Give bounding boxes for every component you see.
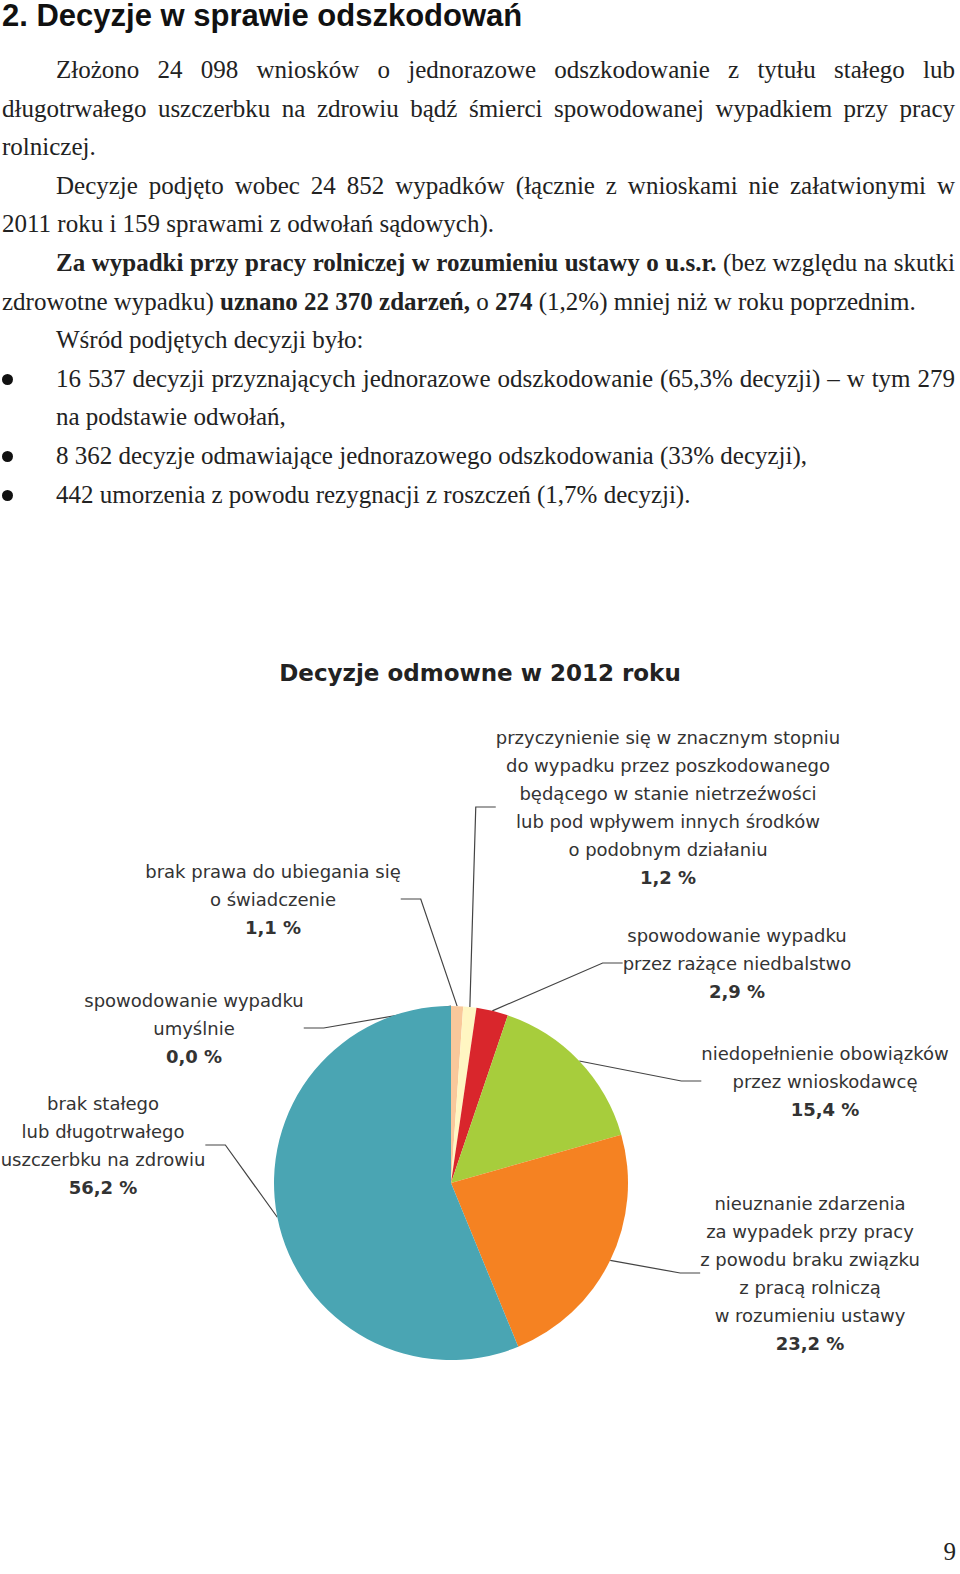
svg-text:w rozumieniu ustawy: w rozumieniu ustawy [715, 1305, 906, 1326]
svg-text:do wypadku przez poszkodowaneg: do wypadku przez poszkodowanego [506, 755, 830, 776]
html-text:8 362 decyzje odmawiające jedn: 8 362 decyzje odmawiające jednorazowego … [56, 441, 808, 469]
svg-text:spowodowanie wypadku: spowodowanie wypadku [627, 925, 846, 946]
svg-text:z pracą rolniczą: z pracą rolniczą [739, 1277, 880, 1298]
html-text:442 umorzenia z powodu rezygna: 442 umorzenia z powodu rezygnacji z rosz… [56, 480, 691, 508]
svg-text:uszczerbku na zdrowiu: uszczerbku na zdrowiu [1, 1149, 206, 1170]
svg-text:przez wnioskodawcę: przez wnioskodawcę [733, 1071, 918, 1092]
svg-text:niedopełnienie obowiązków: niedopełnienie obowiązków [701, 1043, 948, 1064]
html-text:Wśród podjętych decyzji było:: Wśród podjętych decyzji było: [56, 326, 364, 354]
svg-text:1,2 %: 1,2 % [640, 867, 696, 888]
svg-text:nieuznanie zdarzenia: nieuznanie zdarzenia [714, 1193, 905, 1214]
svg-text:2,9 %: 2,9 % [709, 981, 765, 1002]
svg-text:0,0 %: 0,0 % [166, 1046, 222, 1067]
svg-text:za wypadek przy pracy: za wypadek przy pracy [706, 1221, 914, 1242]
svg-text:23,2 %: 23,2 % [776, 1333, 845, 1354]
svg-text:56,2 %: 56,2 % [69, 1177, 138, 1198]
svg-text:lub długotrwałego: lub długotrwałego [22, 1121, 185, 1142]
html-text:16 537 decyzji przyznających j: 16 537 decyzji przyznających jednorazowe… [56, 364, 955, 431]
svg-text:1,1 %: 1,1 % [245, 917, 301, 938]
html-text:Decyzje podjęto wobec 24 852 w: Decyzje podjęto wobec 24 852 wypadków (ł… [2, 171, 955, 238]
html-text:9: 9 [943, 1538, 956, 1565]
html-text:Za wypadki przy pracy rolnicze: Za wypadki przy pracy rolniczej w rozumi… [2, 249, 955, 315]
svg-text:o świadczenie: o świadczenie [210, 889, 336, 910]
svg-text:umyślnie: umyślnie [153, 1018, 234, 1039]
svg-text:brak prawa do ubiegania się: brak prawa do ubiegania się [145, 861, 400, 882]
svg-text:o podobnym działaniu: o podobnym działaniu [568, 839, 767, 860]
svg-text:przyczynienie się w znacznym s: przyczynienie się w znacznym stopniu [496, 727, 840, 748]
svg-text:z powodu braku związku: z powodu braku związku [700, 1249, 920, 1270]
svg-text:spowodowanie wypadku: spowodowanie wypadku [84, 990, 303, 1011]
svg-text:lub pod wpływem innych środków: lub pod wpływem innych środków [516, 811, 820, 832]
svg-text:przez rażące niedbalstwo: przez rażące niedbalstwo [623, 953, 852, 974]
svg-text:Decyzje odmowne w 2012 roku: Decyzje odmowne w 2012 roku [279, 660, 681, 686]
html-text:Złożono 24 098 wniosków o jedn: Złożono 24 098 wniosków o jednorazowe od… [2, 56, 955, 161]
svg-text:15,4 %: 15,4 % [791, 1099, 860, 1120]
svg-text:będącego w stanie nietrzeźwośc: będącego w stanie nietrzeźwości [519, 783, 816, 804]
svg-text:brak stałego: brak stałego [47, 1093, 159, 1114]
